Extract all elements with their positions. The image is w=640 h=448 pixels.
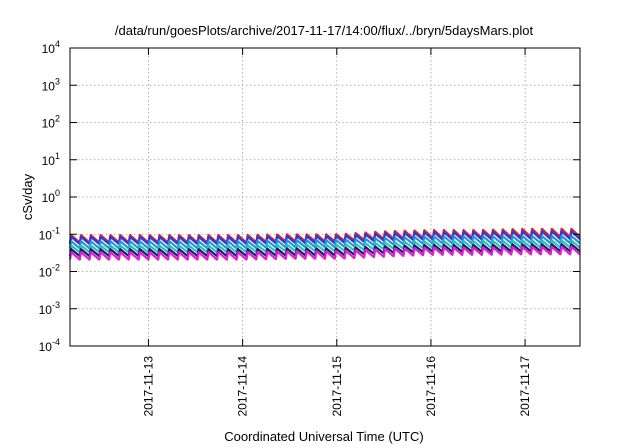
x-tick-label: 2017-11-16 [424,356,438,417]
y-tick-label: 104 [42,39,60,56]
y-tick-label: 10-4 [39,337,60,354]
y-axis: 10-4 10-3 10-2 10-1 100 101 102 103 104 [39,39,580,354]
y-tick-label: 102 [42,114,60,131]
x-axis: 2017-11-13 2017-11-14 2017-11-15 2017-11-16… [141,48,532,417]
series-group [68,227,581,261]
series-line-6 [68,245,581,261]
chart-title: /data/run/goesPlots/archive/2017-11-17/1… [115,23,534,38]
y-tick-label: 10-1 [39,225,60,242]
y-tick-label: 103 [42,76,60,93]
grid [70,48,580,346]
x-tick-label: 2017-11-13 [141,356,155,417]
x-tick-label: 2017-11-17 [518,356,532,417]
y-tick-label: 10-2 [39,263,60,280]
y-tick-label: 100 [42,188,60,205]
x-tick-label: 2017-11-14 [236,356,250,417]
x-tick-label: 2017-11-15 [330,356,344,417]
y-tick-label: 101 [42,151,60,168]
y-tick-label: 10-3 [39,300,60,317]
y-axis-label: cSv/day [20,173,35,220]
x-axis-label: Coordinated Universal Time (UTC) [224,429,423,444]
